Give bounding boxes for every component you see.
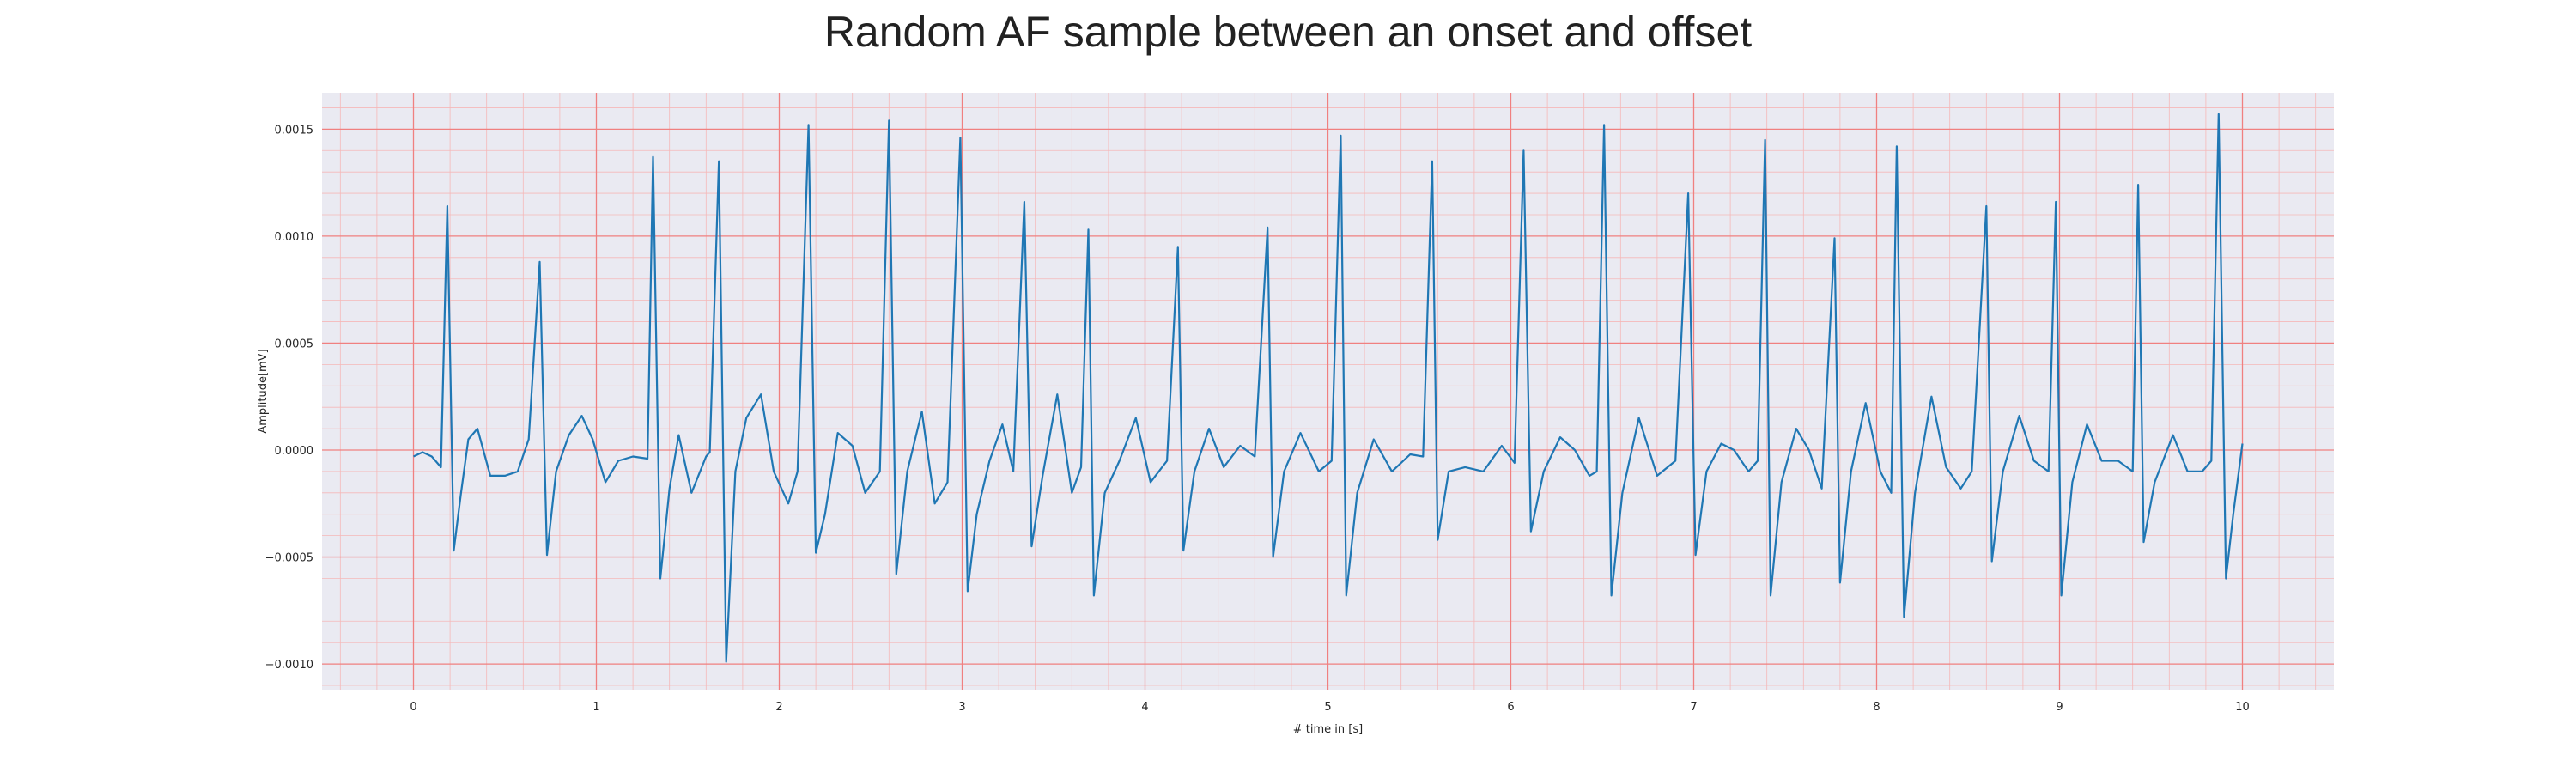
y-tick-label: −0.0010 bbox=[265, 659, 313, 672]
y-tick-label: 0.0015 bbox=[275, 124, 314, 137]
x-tick-label: 7 bbox=[1690, 701, 1697, 714]
y-tick-label: 0.0000 bbox=[275, 445, 314, 458]
x-tick-label: 9 bbox=[2056, 701, 2063, 714]
x-tick-label: 5 bbox=[1324, 701, 1331, 714]
x-tick-label: 0 bbox=[410, 701, 416, 714]
x-tick-label: 2 bbox=[775, 701, 782, 714]
y-tick-label: 0.0005 bbox=[275, 338, 314, 350]
y-axis-label: Amplitude[mV] bbox=[257, 349, 270, 433]
x-tick-label: 6 bbox=[1507, 701, 1514, 714]
x-tick-label: 4 bbox=[1141, 701, 1148, 714]
x-axis-ticks: 0 1 2 3 4 5 6 7 8 9 10 bbox=[410, 701, 2249, 714]
x-tick-label: 3 bbox=[958, 701, 965, 714]
series-line bbox=[413, 113, 2244, 663]
x-tick-label: 8 bbox=[1873, 701, 1880, 714]
y-tick-label: 0.0010 bbox=[275, 231, 314, 244]
x-axis-label: # time in [s] bbox=[1293, 723, 1363, 736]
x-tick-label: 1 bbox=[592, 701, 599, 714]
y-axis-ticks: −0.0010 −0.0005 0.0000 0.0005 0.0010 0.0015 bbox=[265, 124, 313, 672]
y-tick-label: −0.0005 bbox=[265, 552, 313, 565]
x-tick-label: 10 bbox=[2235, 701, 2250, 714]
chart-title: Random AF sample between an onset and of… bbox=[823, 8, 1753, 56]
